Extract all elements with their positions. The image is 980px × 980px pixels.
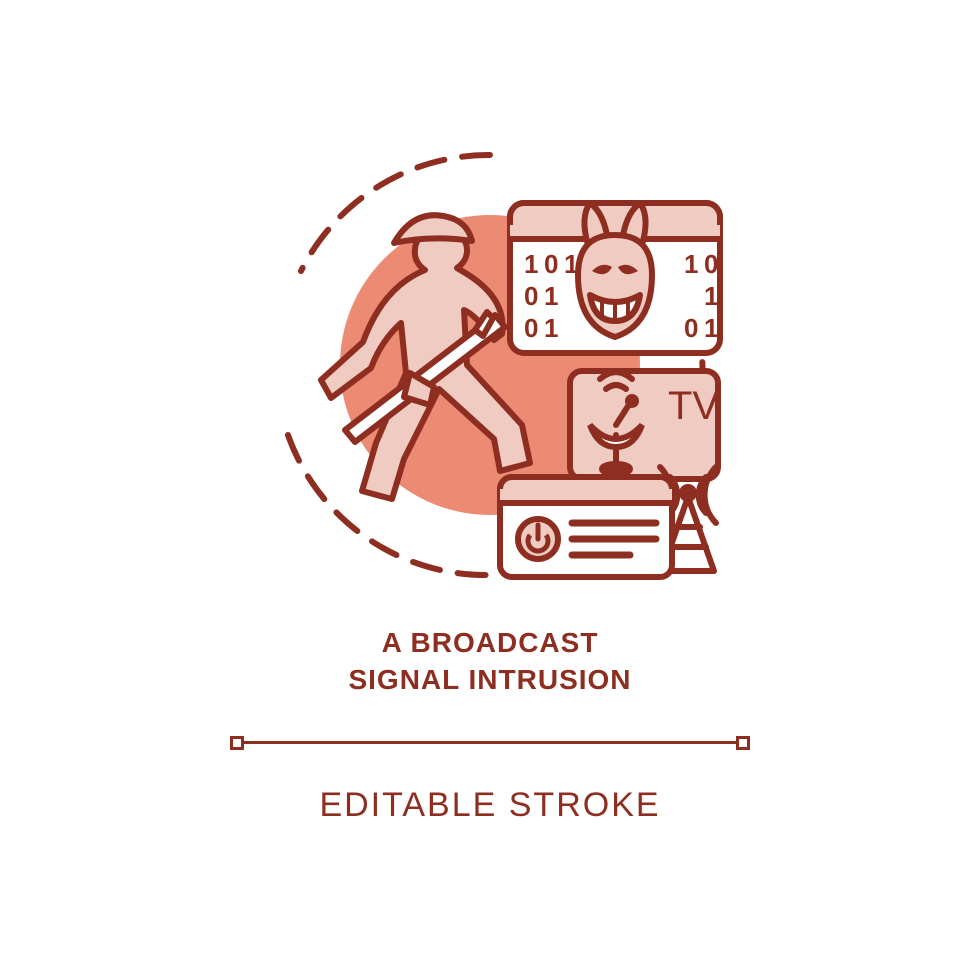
tv-panel-icon: TV: [570, 371, 719, 479]
title-line-1: A BROADCAST: [348, 625, 631, 661]
divider: [230, 736, 750, 750]
tv-label: TV: [668, 384, 719, 428]
svg-text:0: 0: [544, 249, 558, 279]
svg-text:1: 1: [684, 249, 698, 279]
svg-text:1: 1: [524, 249, 538, 279]
hacker-panel-icon: 101 10 01 1 01 01: [510, 203, 720, 353]
control-box-icon: [500, 477, 672, 577]
concept-title: A BROADCAST SIGNAL INTRUSION: [348, 625, 631, 698]
divider-line: [244, 741, 736, 744]
svg-text:0: 0: [704, 249, 718, 279]
divider-cap-right: [736, 736, 750, 750]
svg-text:1: 1: [544, 281, 558, 311]
title-line-2: SIGNAL INTRUSION: [348, 662, 631, 698]
footer-label: EDITABLE STROKE: [319, 786, 660, 825]
svg-text:0: 0: [524, 313, 538, 343]
svg-text:1: 1: [704, 313, 718, 343]
concept-illustration: 101 10 01 1 01 01: [250, 125, 730, 605]
svg-text:1: 1: [544, 313, 558, 343]
divider-cap-left: [230, 736, 244, 750]
svg-text:0: 0: [684, 313, 698, 343]
svg-text:0: 0: [524, 281, 538, 311]
svg-text:1: 1: [704, 281, 718, 311]
